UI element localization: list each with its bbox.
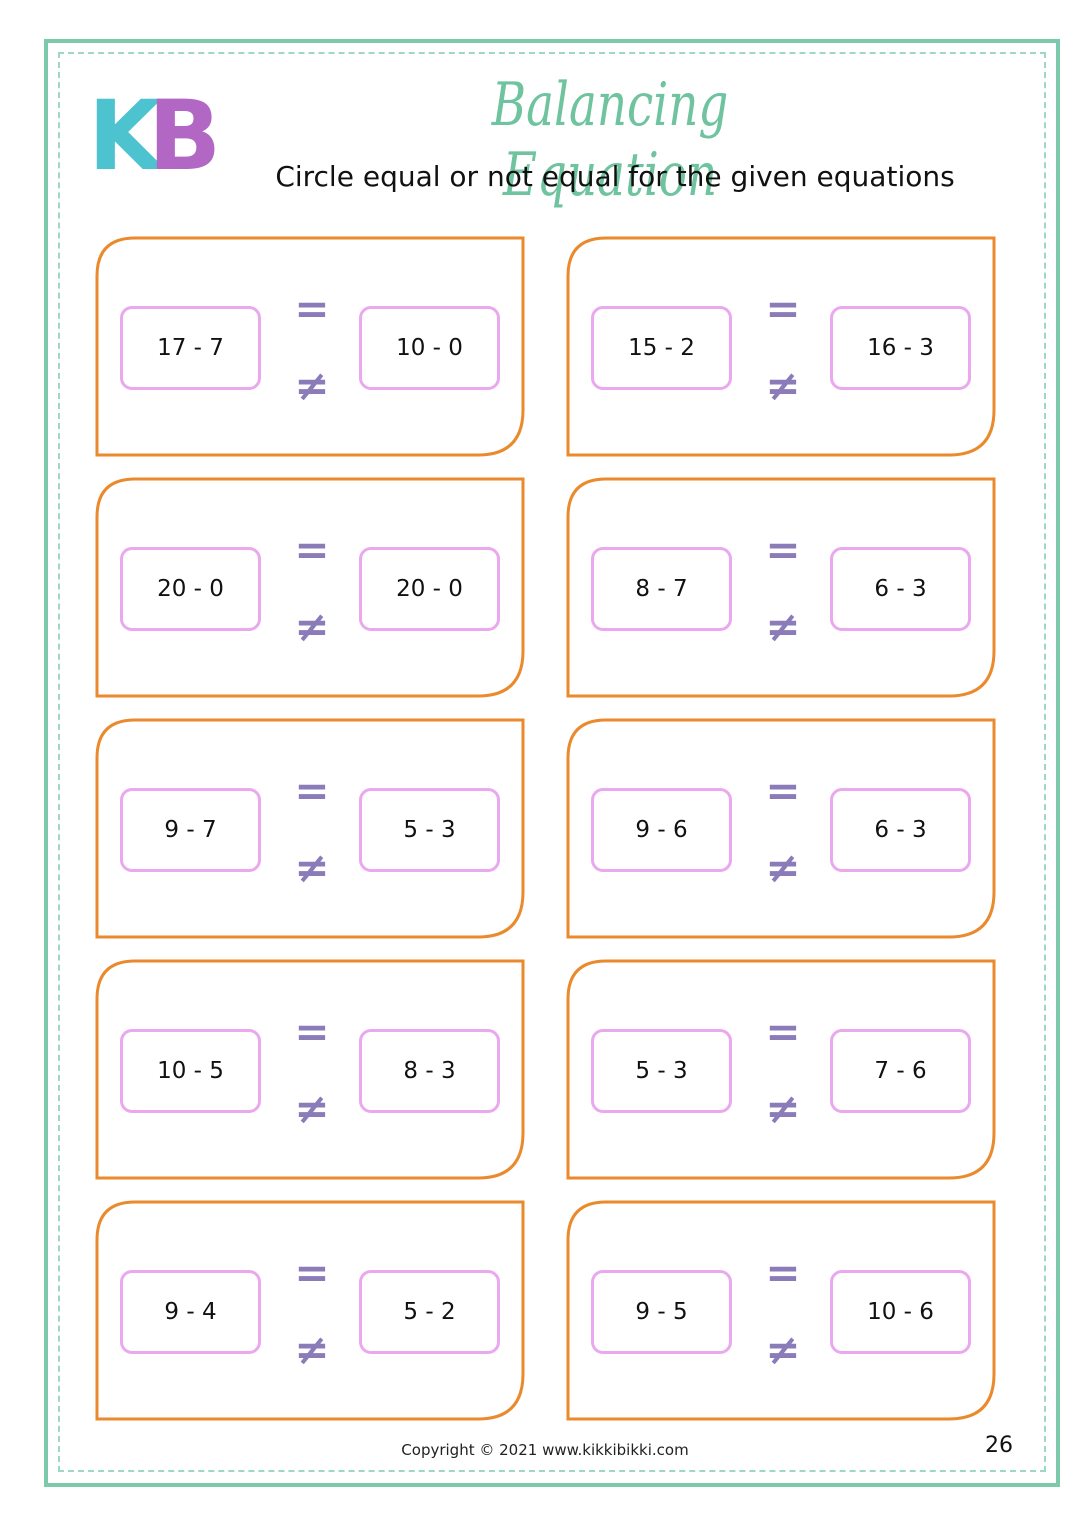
equal-sign: =: [294, 1248, 330, 1297]
left-expression: 9 - 7: [120, 788, 261, 872]
left-expression: 9 - 4: [120, 1270, 261, 1354]
left-expression: 8 - 7: [591, 547, 732, 631]
right-expression: 7 - 6: [830, 1029, 971, 1113]
not-equal-sign: ≠: [765, 602, 801, 651]
equal-sign: =: [765, 284, 801, 333]
right-expression: 6 - 3: [830, 788, 971, 872]
right-expression: 5 - 3: [359, 788, 500, 872]
card-frame: [566, 718, 996, 939]
not-equal-sign: ≠: [765, 361, 801, 410]
not-equal-sign: ≠: [294, 843, 330, 892]
equal-sign: =: [765, 766, 801, 815]
card-frame: [95, 718, 525, 939]
dashed-border: [58, 52, 1046, 1472]
card-frame: [566, 959, 996, 1180]
card-frame: [566, 1200, 996, 1421]
not-equal-sign: ≠: [765, 1084, 801, 1133]
right-expression: 8 - 3: [359, 1029, 500, 1113]
equal-sign: =: [765, 1248, 801, 1297]
right-expression: 20 - 0: [359, 547, 500, 631]
right-expression: 5 - 2: [359, 1270, 500, 1354]
right-expression: 16 - 3: [830, 306, 971, 390]
equal-sign: =: [765, 525, 801, 574]
instruction: Circle equal or not equal for the given …: [275, 160, 955, 193]
not-equal-sign: ≠: [765, 1325, 801, 1374]
not-equal-sign: ≠: [294, 1084, 330, 1133]
card-frame: [95, 477, 525, 698]
card-frame: [566, 236, 996, 457]
right-expression: 10 - 0: [359, 306, 500, 390]
not-equal-sign: ≠: [294, 602, 330, 651]
title: Balancing Equation: [491, 70, 729, 210]
equal-sign: =: [294, 766, 330, 815]
equal-sign: =: [765, 1007, 801, 1056]
not-equal-sign: ≠: [294, 361, 330, 410]
left-expression: 17 - 7: [120, 306, 261, 390]
not-equal-sign: ≠: [765, 843, 801, 892]
right-expression: 6 - 3: [830, 547, 971, 631]
left-expression: 5 - 3: [591, 1029, 732, 1113]
left-expression: 10 - 5: [120, 1029, 261, 1113]
logo-letter: B: [148, 80, 222, 192]
left-expression: 20 - 0: [120, 547, 261, 631]
left-expression: 9 - 5: [591, 1270, 732, 1354]
card-frame: [95, 1200, 525, 1421]
card-frame: [95, 959, 525, 1180]
equal-sign: =: [294, 284, 330, 333]
right-expression: 10 - 6: [830, 1270, 971, 1354]
logo-letter: K: [88, 80, 163, 192]
card-frame: [95, 236, 525, 457]
left-expression: 9 - 6: [591, 788, 732, 872]
equal-sign: =: [294, 1007, 330, 1056]
left-expression: 15 - 2: [591, 306, 732, 390]
card-frame: [566, 477, 996, 698]
not-equal-sign: ≠: [294, 1325, 330, 1374]
page-border: [44, 39, 1060, 1487]
equal-sign: =: [294, 525, 330, 574]
copyright: Copyright © 2021 www.kikkibikki.com: [401, 1441, 689, 1459]
page-number: 26: [985, 1433, 1013, 1458]
